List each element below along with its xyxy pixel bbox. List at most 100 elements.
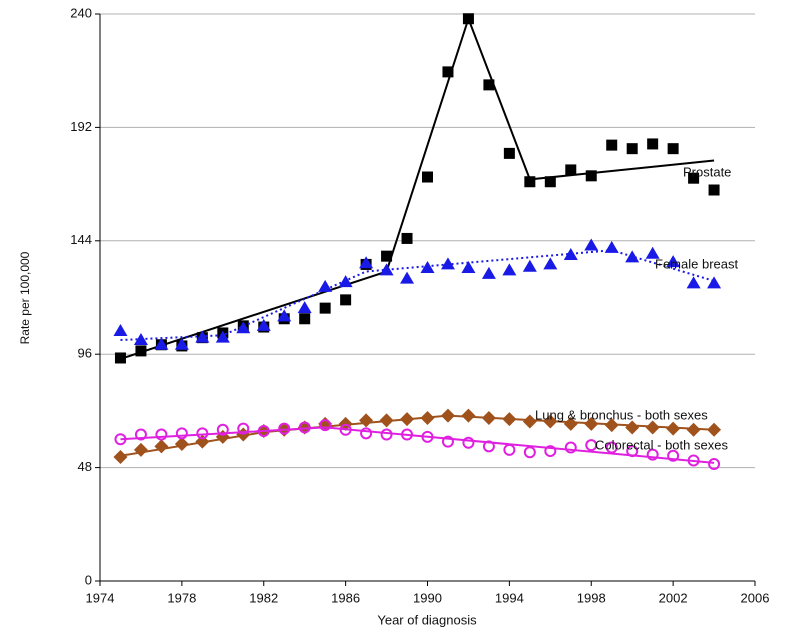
marker: [462, 13, 474, 25]
marker: [483, 79, 495, 91]
marker: [257, 424, 270, 437]
marker: [339, 423, 352, 436]
marker: [626, 445, 639, 458]
marker: [422, 171, 433, 183]
marker: [543, 414, 558, 429]
marker: [708, 184, 720, 196]
fit-line: [120, 426, 715, 464]
y-tick-label: 48: [78, 459, 92, 474]
marker: [237, 422, 250, 435]
marker: [113, 449, 128, 464]
marker: [461, 260, 476, 273]
marker: [215, 330, 230, 343]
series-label: Female breast: [655, 256, 738, 271]
marker: [667, 449, 680, 462]
marker: [481, 266, 496, 279]
x-tick-label: 1998: [577, 590, 606, 605]
y-tick-label: 240: [70, 5, 92, 20]
marker: [174, 337, 189, 350]
marker: [359, 256, 374, 269]
marker: [319, 302, 331, 314]
marker: [379, 263, 394, 276]
marker: [688, 172, 700, 184]
marker: [359, 413, 374, 428]
marker: [134, 428, 147, 441]
y-tick-label: 96: [78, 346, 92, 361]
marker: [522, 414, 537, 429]
marker: [482, 440, 495, 453]
marker: [196, 427, 209, 440]
marker: [707, 422, 722, 437]
marker: [442, 66, 454, 78]
marker: [563, 416, 578, 431]
fit-line: [120, 414, 715, 457]
marker: [420, 260, 435, 273]
marker: [421, 430, 434, 443]
marker: [440, 257, 455, 270]
marker: [338, 275, 353, 288]
marker: [216, 423, 229, 436]
marker: [133, 333, 148, 346]
y-tick-label: 192: [70, 119, 92, 134]
marker: [114, 352, 126, 364]
marker: [440, 408, 455, 423]
marker: [524, 176, 536, 188]
marker: [585, 439, 598, 452]
marker: [340, 294, 352, 306]
marker: [400, 271, 415, 284]
marker: [133, 442, 148, 457]
marker: [154, 439, 169, 454]
marker: [522, 259, 537, 272]
fit-line: [120, 15, 715, 360]
marker: [543, 257, 558, 270]
x-tick-label: 2006: [741, 590, 770, 605]
x-tick-label: 1982: [249, 590, 278, 605]
marker: [360, 427, 373, 440]
marker: [441, 435, 454, 448]
x-axis-label: Year of diagnosis: [377, 612, 477, 627]
marker: [401, 428, 414, 441]
marker: [318, 279, 333, 292]
marker: [666, 421, 681, 436]
x-tick-label: 1974: [86, 590, 115, 605]
marker: [708, 458, 721, 471]
marker: [135, 345, 147, 357]
marker: [481, 410, 496, 425]
series-label: Prostate: [683, 164, 731, 179]
marker: [686, 422, 701, 437]
marker: [155, 428, 168, 441]
x-tick-label: 1978: [167, 590, 196, 605]
marker: [667, 143, 679, 155]
marker: [626, 143, 638, 155]
marker: [319, 419, 332, 432]
marker: [646, 448, 659, 461]
marker: [420, 410, 435, 425]
marker: [645, 246, 660, 259]
y-tick-label: 0: [85, 572, 92, 587]
x-tick-label: 1994: [495, 590, 524, 605]
marker: [625, 250, 640, 263]
y-tick-label: 144: [70, 232, 92, 247]
marker: [645, 420, 660, 435]
marker: [584, 238, 599, 251]
marker: [585, 170, 597, 182]
marker: [401, 232, 413, 244]
fit-line: [120, 249, 715, 342]
marker: [687, 454, 700, 467]
marker: [563, 247, 578, 260]
marker: [278, 422, 291, 435]
marker: [503, 443, 516, 456]
marker: [686, 276, 701, 289]
marker: [381, 250, 393, 262]
marker: [605, 441, 618, 454]
marker: [297, 301, 312, 314]
marker: [298, 421, 311, 434]
series-label: Lung & bronchus - both sexes: [535, 407, 708, 422]
marker: [380, 428, 393, 441]
marker: [379, 413, 394, 428]
marker: [707, 276, 722, 289]
marker: [503, 147, 515, 159]
marker: [604, 240, 619, 253]
marker: [175, 427, 188, 440]
marker: [625, 420, 640, 435]
